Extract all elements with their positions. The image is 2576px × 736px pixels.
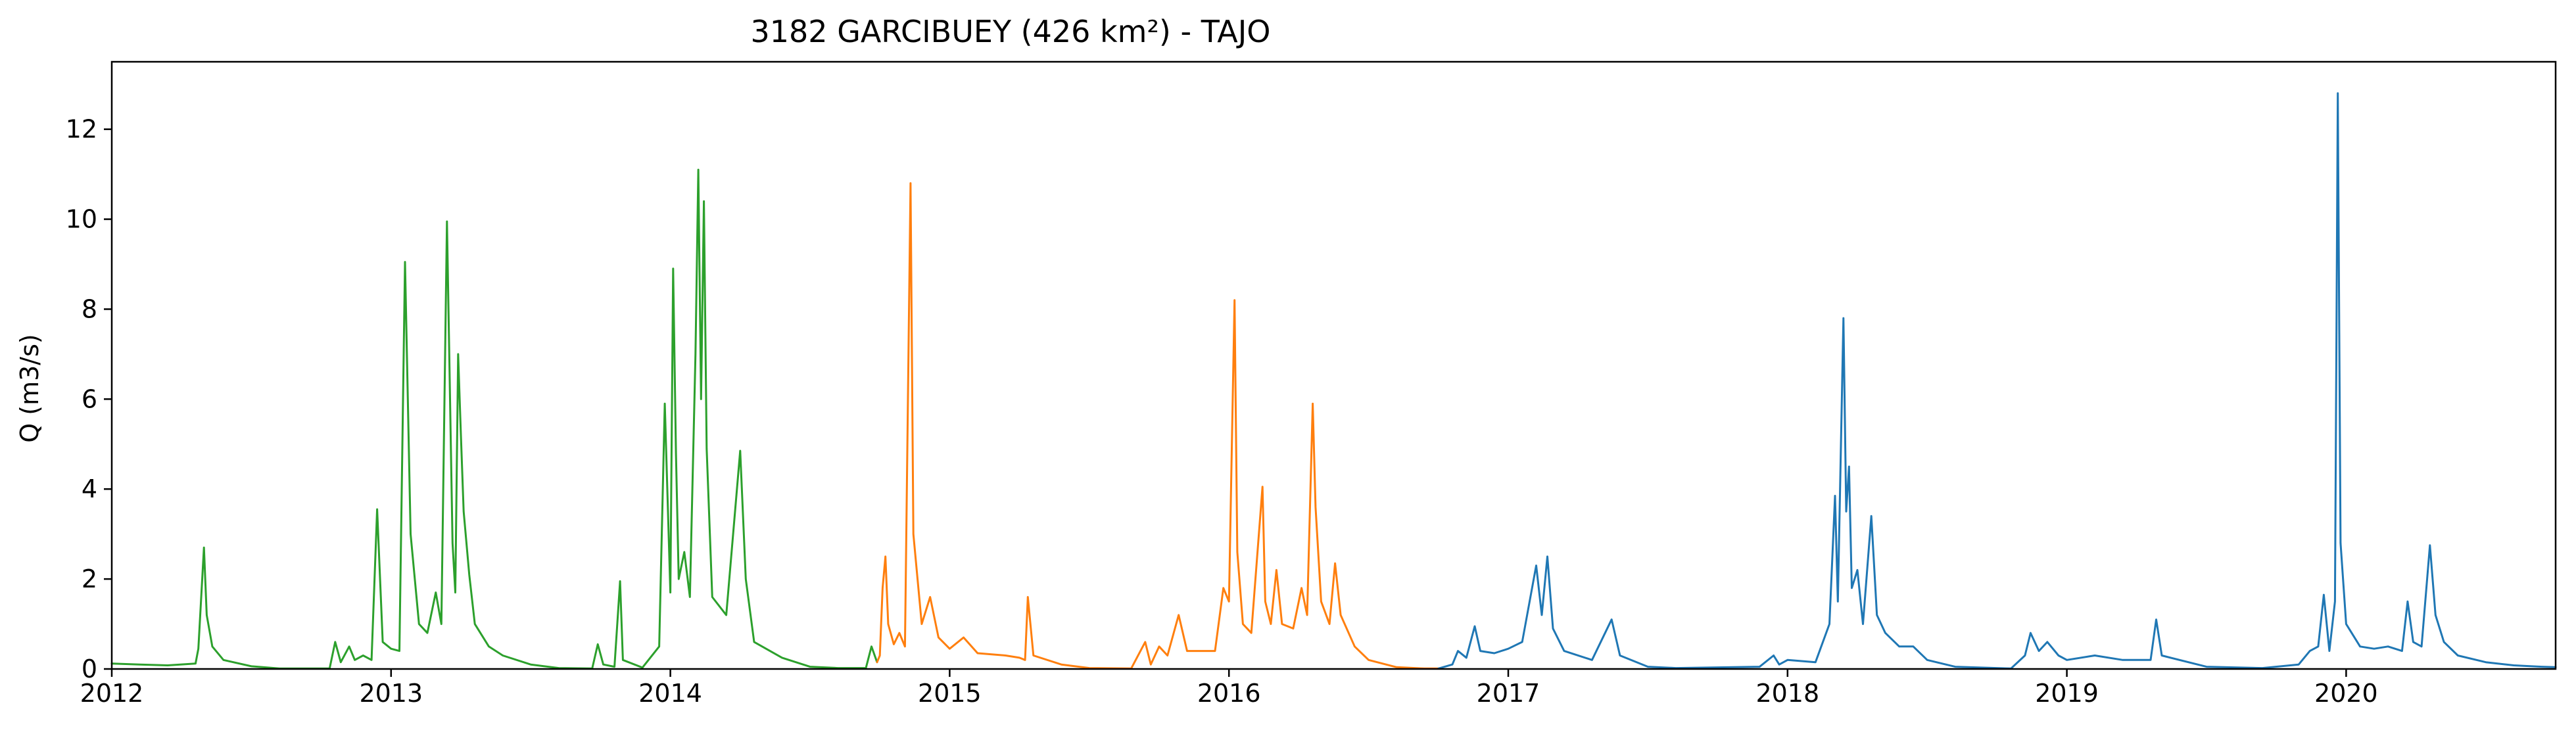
x-tick-label: 2012 <box>80 679 144 708</box>
y-tick-label: 6 <box>82 384 97 413</box>
y-axis-label: Q (m3/s) <box>15 334 44 442</box>
y-tick-label: 12 <box>66 115 97 144</box>
x-tick-label: 2017 <box>1477 679 1540 708</box>
y-tick-label: 4 <box>82 474 97 503</box>
y-axis: 0 2 4 6 8 10 12 <box>66 115 112 683</box>
x-tick-label: 2016 <box>1197 679 1261 708</box>
x-tick-label: 2015 <box>918 679 982 708</box>
y-tick-label: 2 <box>82 564 97 593</box>
plot-frame <box>110 60 2557 670</box>
x-tick-label: 2020 <box>2314 679 2378 708</box>
y-tick-label: 10 <box>66 205 97 234</box>
y-tick-label: 8 <box>82 294 97 323</box>
x-tick-label: 2018 <box>1755 679 1819 708</box>
y-tick-label: 0 <box>82 655 97 683</box>
series-group <box>110 92 2557 670</box>
chart-title: 3182 GARCIBUEY (426 km²) - TAJO <box>751 14 1271 49</box>
x-tick-label: 2013 <box>359 679 423 708</box>
x-tick-label: 2014 <box>638 679 702 708</box>
series-line-2 <box>1437 92 2557 670</box>
x-axis: 2012 2013 2014 2015 2016 2017 2018 2019 2020 <box>80 669 2378 708</box>
series-line-1 <box>876 182 1440 670</box>
series-line-0 <box>110 168 878 670</box>
x-tick-label: 2019 <box>2035 679 2099 708</box>
